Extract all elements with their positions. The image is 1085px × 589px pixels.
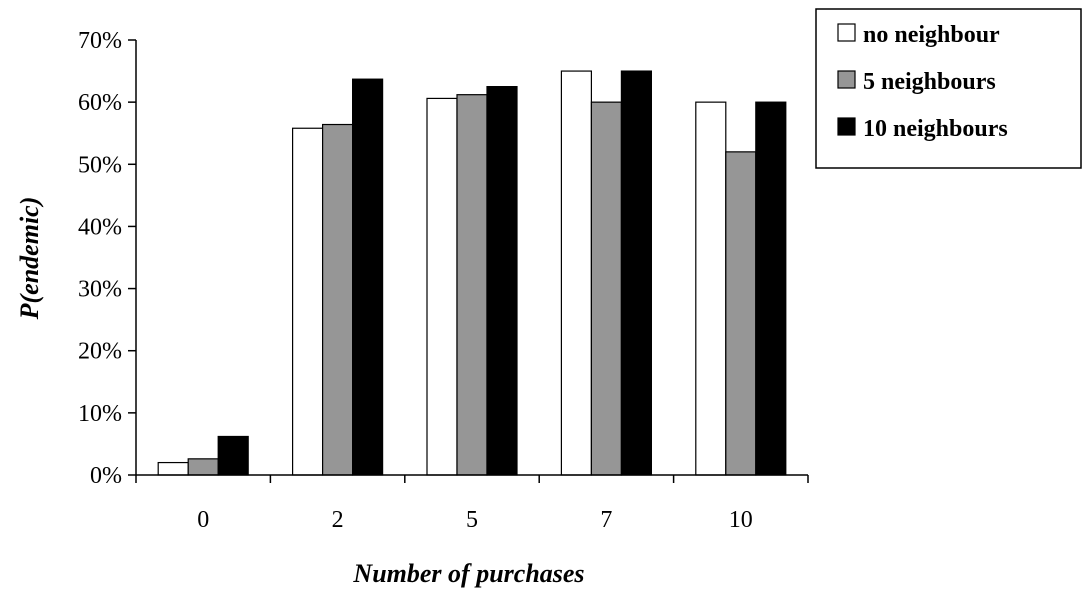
bar <box>695 101 727 476</box>
x-tick-label: 10 <box>729 507 753 533</box>
y-tick-label: 60% <box>78 90 122 116</box>
y-tick-label: 70% <box>78 28 122 54</box>
bar <box>755 101 787 476</box>
y-tick-label: 20% <box>78 339 122 365</box>
x-axis: 0 2 5 7 10 <box>135 474 809 533</box>
x-tick-label: 5 <box>466 507 478 533</box>
y-axis-title: P(endemic) <box>15 197 44 321</box>
legend: no neighbour 5 neighbours 10 neighbours <box>815 8 1082 169</box>
bar <box>560 70 593 476</box>
x-axis-title: Number of purchases <box>352 559 584 588</box>
y-tick-label: 10% <box>78 401 122 427</box>
bar <box>620 70 653 476</box>
x-tick-label: 7 <box>600 507 612 533</box>
legend-box <box>815 8 1082 169</box>
x-tick-label: 2 <box>332 507 344 533</box>
y-tick-label: 50% <box>78 152 122 178</box>
legend-swatch <box>837 23 856 42</box>
y-tick-label: 0% <box>90 463 122 489</box>
y-tick-label: 30% <box>78 277 122 303</box>
legend-label: 5 neighbours <box>863 69 996 95</box>
bar <box>486 86 518 476</box>
legend-swatch <box>837 70 856 89</box>
bar <box>322 123 354 476</box>
plot-area <box>157 70 787 476</box>
x-tick-label: 0 <box>197 507 209 533</box>
bar <box>725 151 757 476</box>
y-tick-label: 40% <box>78 214 122 240</box>
legend-swatch <box>837 117 856 136</box>
bar <box>456 94 488 476</box>
bar <box>292 127 324 476</box>
legend-label: no neighbour <box>863 22 1000 48</box>
bar <box>217 435 249 476</box>
y-axis: 0% 10% 20% 30% 40% 50% 60% 70% <box>78 28 137 489</box>
legend-label: 10 neighbours <box>863 116 1008 142</box>
bar <box>187 458 219 476</box>
bar <box>352 78 384 476</box>
bar <box>157 461 189 476</box>
bar <box>426 97 458 476</box>
bar <box>590 101 623 476</box>
